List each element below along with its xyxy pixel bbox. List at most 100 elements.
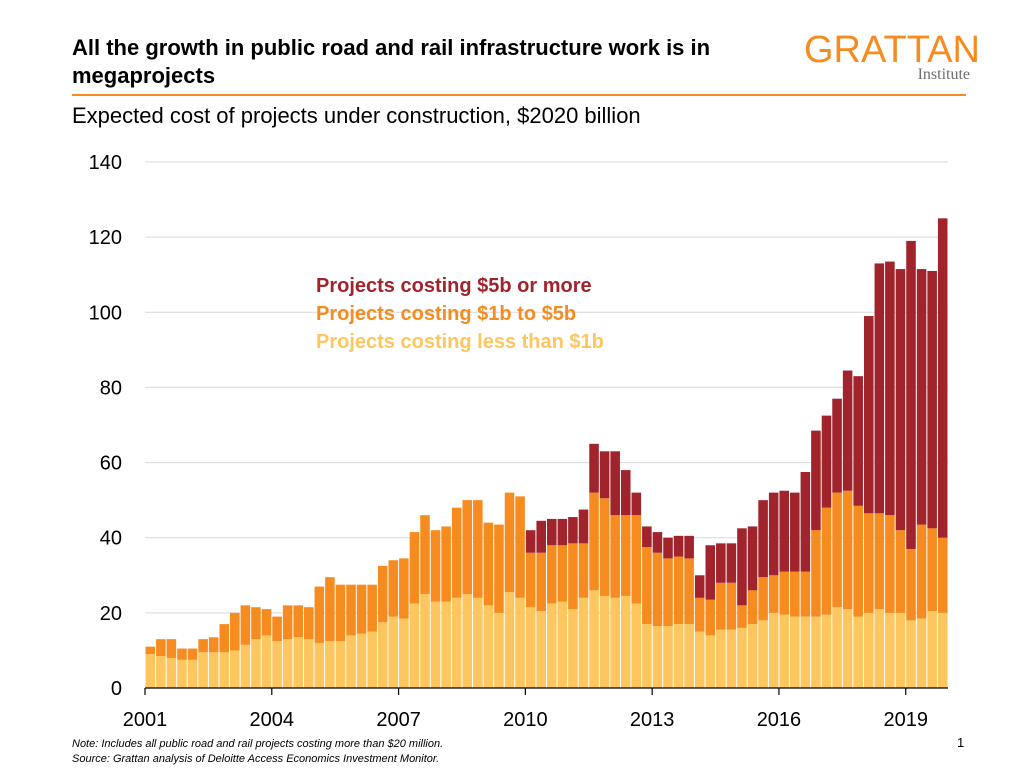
bar-segment-mega <box>557 518 568 546</box>
bar-segment-mega <box>895 269 906 531</box>
bar-segment-medium <box>462 500 473 595</box>
y-tick-label: 80 <box>100 377 122 399</box>
bar-segment-medium <box>642 547 652 625</box>
axes: 0 20 40 60 80 100 120 140 2001 2004 2007 2010 2013 20… <box>89 152 948 731</box>
legend-label: Projects costing $5b or more <box>316 275 592 297</box>
bar-segment-small <box>652 626 663 688</box>
bar-segment-small <box>219 652 230 688</box>
bar-segment-mega <box>620 470 631 516</box>
bar-segment-medium <box>388 560 399 617</box>
bar-segment-small <box>916 618 927 688</box>
bar-segment-medium <box>494 524 504 613</box>
bar-segment-mega <box>726 543 737 583</box>
x-tick-label: 2007 <box>376 709 421 731</box>
bar-segment-medium <box>758 577 768 621</box>
bar-segment-medium <box>895 530 906 613</box>
bar-segment-medium <box>430 530 441 602</box>
bar-segment-small <box>473 597 483 688</box>
bar-segment-medium <box>420 515 430 595</box>
bar-segment-medium <box>515 496 525 598</box>
bar-segment-small <box>346 635 356 688</box>
bar-segment-small <box>874 609 885 688</box>
bar-segment-medium <box>356 584 367 634</box>
bar-segment-medium <box>673 556 684 625</box>
bar-segment-small <box>462 594 473 688</box>
bar-segment-small <box>409 603 420 688</box>
bar-segment-small <box>240 644 251 688</box>
x-tick-label: 2004 <box>250 709 295 731</box>
bar-segment-small <box>557 601 568 688</box>
bar-segment-medium <box>409 532 420 604</box>
bar-segment-medium <box>853 505 863 617</box>
bar-segment-small <box>536 610 546 688</box>
legend: Projects costing $5b or more Projects cos… <box>316 275 604 353</box>
bar-segment-mega <box>874 263 885 514</box>
bar-segment-medium <box>377 565 388 623</box>
bar-segment-mega <box>779 490 790 572</box>
bar-segment-medium <box>663 558 673 627</box>
bar-segment-small <box>515 597 525 688</box>
bar-segment-medium <box>240 605 251 645</box>
y-tick-label: 100 <box>89 302 122 324</box>
bar-segment-small <box>230 650 240 688</box>
bar-segment-small <box>293 637 303 688</box>
bar-segment-small <box>663 626 673 688</box>
bar-segment-medium <box>219 624 230 653</box>
bar-segment-medium <box>346 584 356 636</box>
y-tick-label: 140 <box>89 152 122 174</box>
bar-segment-mega <box>906 240 916 549</box>
bar-segment-mega <box>790 492 800 572</box>
bar-segment-mega <box>525 530 536 553</box>
bar-segment-medium <box>230 612 240 651</box>
page-number: 1 <box>957 735 965 750</box>
bar-segment-small <box>758 620 768 688</box>
bar-segment-mega <box>853 376 863 506</box>
bar-segment-mega <box>758 500 768 578</box>
bar-segment-medium <box>863 513 874 613</box>
bar-segment-small <box>853 616 863 688</box>
bar-segment-small <box>779 614 790 688</box>
bar-segment-small <box>716 629 726 688</box>
bar-segment-small <box>547 603 557 688</box>
bar-segment-small <box>525 607 536 688</box>
x-tick-label: 2013 <box>630 709 675 731</box>
bar-segment-small <box>568 609 578 688</box>
bar-segment-mega <box>832 398 842 493</box>
bar-segment-small <box>927 610 937 688</box>
bar-segment-small <box>610 597 620 688</box>
bar-segment-mega <box>578 509 589 544</box>
bar-segment-medium <box>325 577 335 642</box>
bar-segment-medium <box>272 616 282 642</box>
bar-segment-medium <box>737 605 747 628</box>
bar-segment-small <box>335 641 346 688</box>
bar-segment-small <box>589 590 599 688</box>
bar-segment-small <box>504 592 515 688</box>
note-text: Note: Includes all public road and rail … <box>72 738 444 750</box>
bar-segment-mega <box>937 218 948 538</box>
bar-segment-medium <box>557 545 568 602</box>
bar-segment-medium <box>620 515 631 596</box>
bar-segment-small <box>842 609 853 688</box>
bar-segment-small <box>272 641 282 688</box>
bar-segment-small <box>768 612 779 688</box>
bar-segment-medium <box>832 492 842 608</box>
bar-segment-mega <box>673 535 684 557</box>
logo-tagline: Institute <box>917 66 970 83</box>
bar-segment-small <box>377 622 388 688</box>
bar-segment-mega <box>811 430 821 531</box>
bar-segment-medium <box>335 584 346 642</box>
bar-segment-small <box>631 603 642 688</box>
bar-segment-mega <box>652 532 663 553</box>
bar-segment-mega <box>599 451 610 499</box>
bar-segment-small <box>208 652 219 688</box>
bar-segment-medium <box>525 552 536 608</box>
bar-segment-small <box>325 641 335 688</box>
bar-segment-medium <box>779 571 790 615</box>
bar-segment-medium <box>811 530 821 617</box>
footnote: Note: Includes all public road and rail … <box>72 737 443 767</box>
bar-segment-small <box>906 620 916 688</box>
bar-segment-medium <box>399 558 409 619</box>
bar-segment-medium <box>927 528 937 611</box>
bar-segment-small <box>303 639 314 688</box>
bar-segment-small <box>388 616 399 688</box>
